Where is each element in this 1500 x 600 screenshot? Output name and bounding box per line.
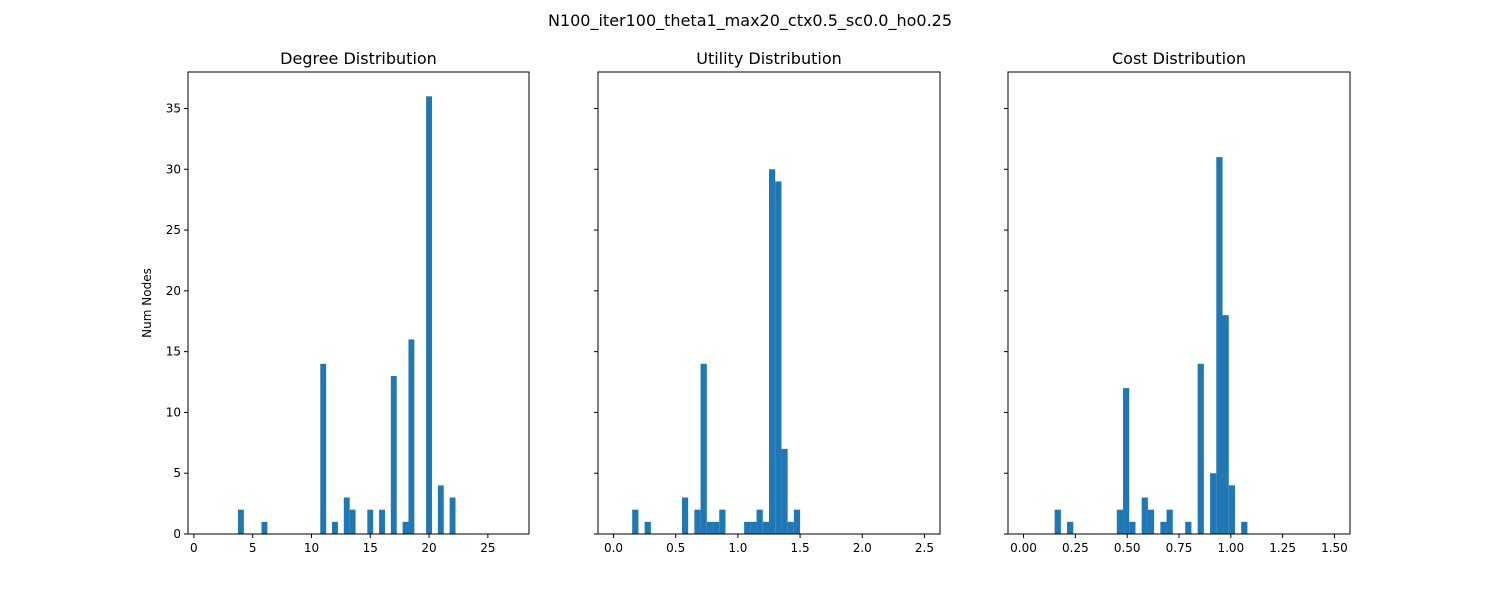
y-axis-label: Num Nodes xyxy=(140,268,154,338)
x-tick-label: 0.75 xyxy=(1166,541,1193,555)
x-tick-label: 0.25 xyxy=(1062,541,1089,555)
x-tick-label: 15 xyxy=(363,541,378,555)
bar-3-4 xyxy=(1123,388,1130,534)
bar-3-11 xyxy=(1197,363,1204,534)
figure-suptitle: N100_iter100_theta1_max20_ctx0.5_sc0.0_h… xyxy=(548,11,952,31)
bar-2-13 xyxy=(769,169,776,534)
x-tick-label: 2.0 xyxy=(853,541,872,555)
bar-1-14 xyxy=(449,497,456,534)
x-tick-label: 0 xyxy=(190,541,198,555)
bar-3-5 xyxy=(1129,521,1136,534)
bar-2-16 xyxy=(787,521,794,534)
bar-3-1 xyxy=(1054,509,1061,534)
x-tick-label: 0.0 xyxy=(604,541,623,555)
x-tick-label: 1.00 xyxy=(1217,541,1244,555)
bar-2-15 xyxy=(781,448,788,534)
bar-1-3 xyxy=(320,363,327,534)
y-tick-label: 0 xyxy=(173,527,181,541)
bar-1-11 xyxy=(408,339,415,534)
bar-1-12 xyxy=(426,96,432,534)
bar-2-4 xyxy=(694,509,701,534)
bar-2-9 xyxy=(744,521,751,534)
bar-3-8 xyxy=(1160,521,1167,534)
subplot-1: Degree Distribution 0 5 10 15 20 25 0 5 10 15 20 25 3… xyxy=(166,49,530,555)
y-tick-label: 10 xyxy=(166,405,181,419)
subplot-2: Utility Distribution 0.0 0.5 1.0 1.5 2.0 2.5 xyxy=(594,49,941,555)
axes-frame xyxy=(597,71,941,535)
bar-3-16 xyxy=(1241,521,1248,534)
bar-3-2 xyxy=(1067,521,1074,534)
bar-2-5 xyxy=(700,363,707,534)
bar-3-15 xyxy=(1228,485,1235,534)
bar-3-3 xyxy=(1116,509,1124,534)
x-tick-label: 0.5 xyxy=(666,541,685,555)
x-tick-label: 20 xyxy=(421,541,436,555)
bar-2-7 xyxy=(713,521,720,534)
subplot-title: Utility Distribution xyxy=(696,49,842,68)
bar-3-10 xyxy=(1185,521,1192,534)
x-tick-label: 10 xyxy=(304,541,319,555)
y-tick-label: 30 xyxy=(166,162,181,176)
bar-1-5 xyxy=(343,497,350,534)
subplot-3: Cost Distribution 0.00 0.25 0.50 0.75 1.00 1.2… xyxy=(1004,49,1351,555)
bar-2-1 xyxy=(632,509,639,534)
bar-2-10 xyxy=(750,521,757,534)
bar-1-4 xyxy=(332,521,338,534)
bar-2-14 xyxy=(775,181,782,535)
bar-1-6 xyxy=(349,509,356,534)
bar-2-17 xyxy=(793,509,801,534)
bar-1-7 xyxy=(367,509,374,534)
bar-2-3 xyxy=(681,497,689,534)
y-tick-label: 25 xyxy=(166,223,181,237)
subplot-title: Degree Distribution xyxy=(280,49,437,68)
bar-2-11 xyxy=(756,509,763,534)
y-tick-label: 35 xyxy=(166,101,181,115)
subplots: Degree Distribution 0 5 10 15 20 25 0 5 10 15 20 25 3… xyxy=(166,49,1351,555)
bar-3-9 xyxy=(1166,509,1173,534)
bar-1-10 xyxy=(402,521,409,534)
subplot-title: Cost Distribution xyxy=(1112,49,1246,68)
x-tick-label: 1.0 xyxy=(728,541,747,555)
x-tick-label: 5 xyxy=(249,541,257,555)
y-tick-label: 15 xyxy=(166,345,181,359)
axes-frame xyxy=(187,71,530,535)
bar-1-1 xyxy=(237,509,244,534)
x-tick-label: 25 xyxy=(480,541,495,555)
x-tick-label: 1.5 xyxy=(791,541,810,555)
y-tick-label: 5 xyxy=(173,466,181,480)
bar-3-14 xyxy=(1222,315,1229,534)
bar-2-12 xyxy=(762,521,769,534)
bar-2-2 xyxy=(644,521,651,534)
x-tick-label: 1.50 xyxy=(1321,541,1348,555)
bar-1-8 xyxy=(379,509,385,534)
y-tick-label: 20 xyxy=(166,284,181,298)
x-tick-label: 1.25 xyxy=(1269,541,1296,555)
bar-3-12 xyxy=(1210,473,1217,534)
x-tick-label: 0.50 xyxy=(1114,541,1141,555)
bar-1-2 xyxy=(261,521,268,534)
bar-2-6 xyxy=(706,521,714,534)
bar-2-8 xyxy=(719,509,726,534)
bar-3-13 xyxy=(1216,157,1223,535)
x-tick-label: 2.5 xyxy=(915,541,934,555)
bar-3-6 xyxy=(1141,497,1148,534)
x-tick-label: 0.00 xyxy=(1010,541,1037,555)
bar-3-7 xyxy=(1147,509,1155,534)
bar-1-13 xyxy=(437,485,444,534)
bar-1-9 xyxy=(390,375,397,534)
